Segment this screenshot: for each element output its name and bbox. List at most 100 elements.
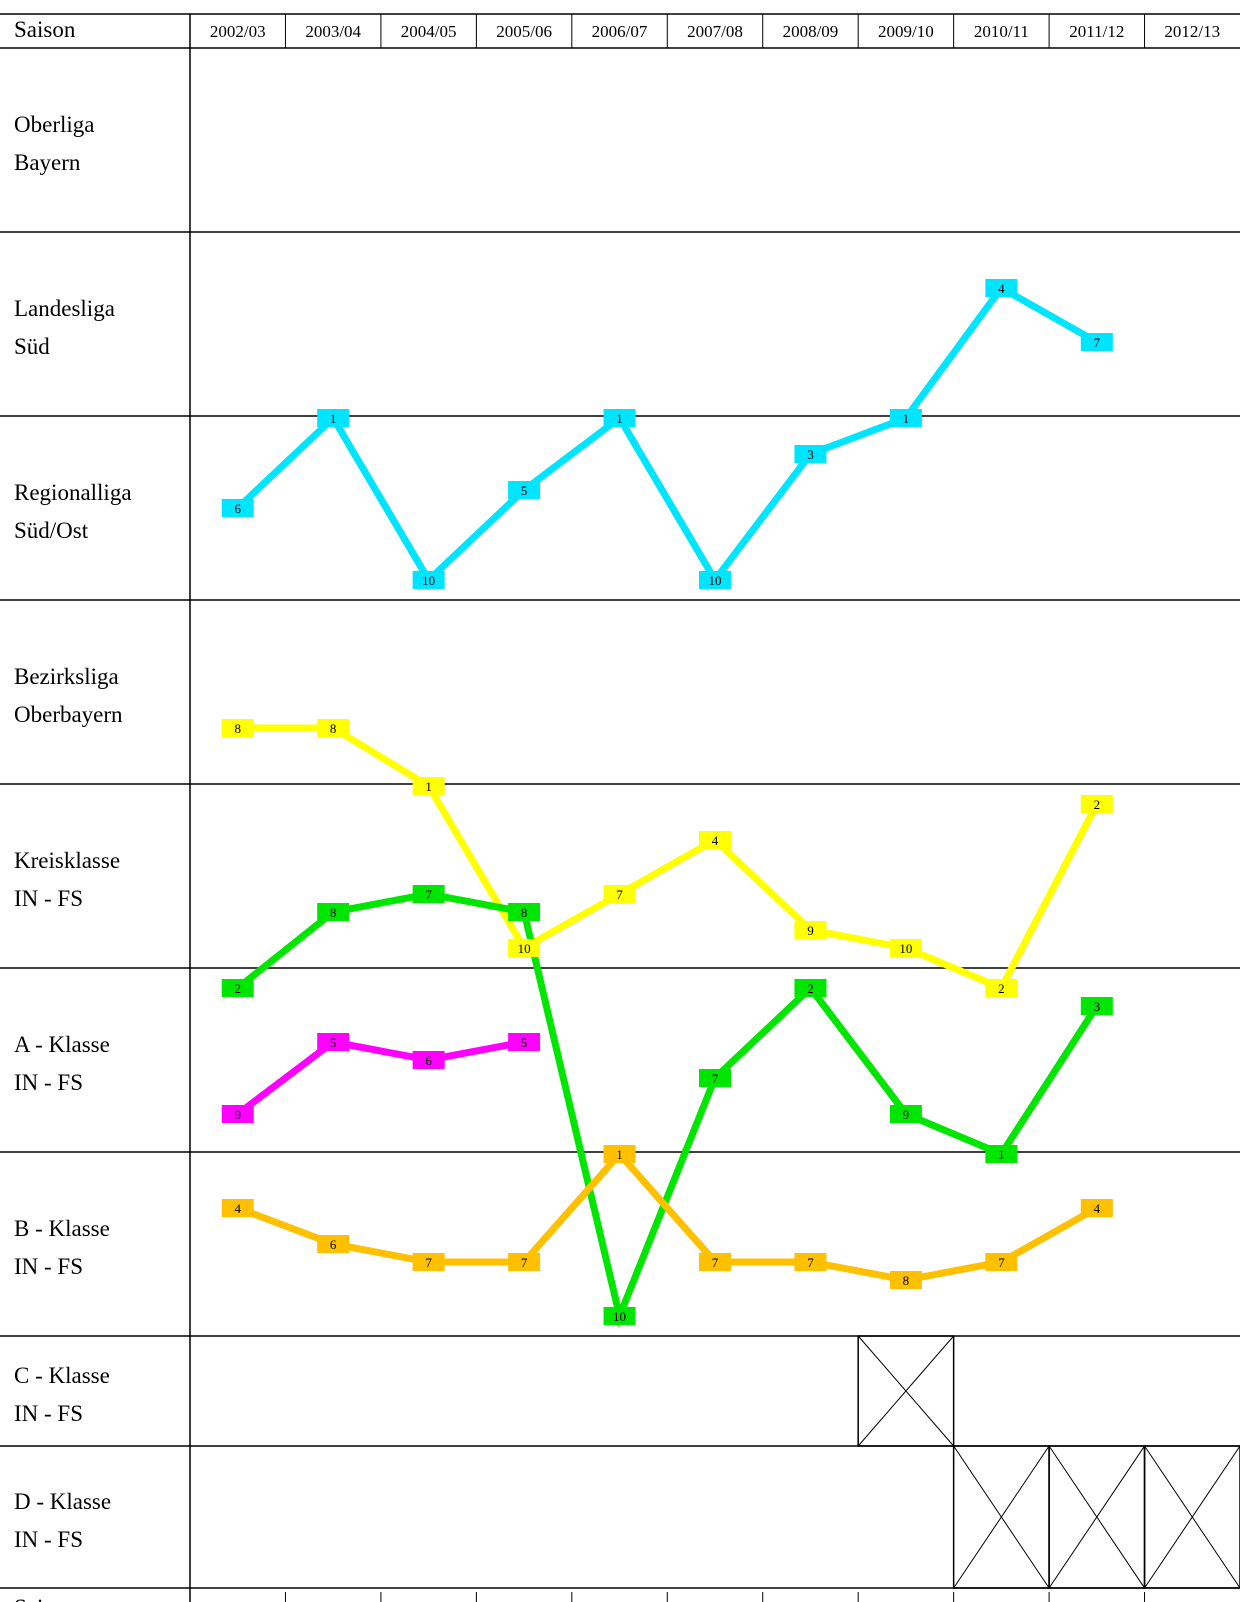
marker-label: 8 bbox=[330, 721, 337, 736]
header-season-label: 2010/11 bbox=[974, 22, 1029, 41]
marker-box bbox=[699, 831, 731, 849]
position-marker: 9 bbox=[221, 1105, 254, 1123]
marker-box bbox=[1080, 1199, 1113, 1217]
marker-label: 7 bbox=[521, 1255, 528, 1270]
marker-box bbox=[1080, 333, 1113, 351]
league-label-line1: C - Klasse bbox=[14, 1363, 110, 1388]
marker-label: 10 bbox=[518, 941, 531, 956]
marker-label: 10 bbox=[709, 573, 722, 588]
marker-box bbox=[508, 1033, 541, 1051]
league-label-line2: Süd/Ost bbox=[14, 518, 89, 543]
footer-saison-label: Saison bbox=[14, 1595, 76, 1602]
position-marker: 7 bbox=[508, 1253, 541, 1271]
marker-box bbox=[412, 885, 445, 903]
marker-label: 3 bbox=[1094, 999, 1101, 1014]
marker-box bbox=[508, 481, 541, 499]
league-label-line2: IN - FS bbox=[14, 1401, 83, 1426]
series-lines bbox=[235, 283, 1100, 1328]
position-marker: 2 bbox=[985, 979, 1018, 997]
header-season-label: 2012/13 bbox=[1164, 22, 1220, 41]
footer-season-label: 2005/06 bbox=[496, 1600, 552, 1602]
marker-box bbox=[221, 979, 254, 997]
grid bbox=[0, 13, 1240, 1602]
marker-label: 6 bbox=[234, 501, 241, 516]
league-label-line1: Regionalliga bbox=[14, 480, 132, 505]
not-held-markers bbox=[857, 1335, 1240, 1589]
marker-label: 2 bbox=[998, 981, 1005, 996]
marker-label: 1 bbox=[330, 411, 337, 426]
marker-label: 4 bbox=[1094, 1201, 1101, 1216]
not-held-diagonal bbox=[1144, 1445, 1240, 1589]
position-marker: 10 bbox=[508, 939, 541, 957]
marker-label: 1 bbox=[425, 779, 432, 794]
header-season-label: 2003/04 bbox=[305, 22, 361, 41]
header-saison-label: Saison bbox=[14, 17, 76, 42]
marker-label: 5 bbox=[521, 483, 528, 498]
marker-label: 8 bbox=[903, 1273, 910, 1288]
footer-season-label: 2009/10 bbox=[878, 1600, 934, 1602]
position-marker: 2 bbox=[794, 979, 827, 997]
marker-label: 9 bbox=[234, 1107, 241, 1122]
position-marker: 7 bbox=[794, 1253, 827, 1271]
position-marker: 7 bbox=[412, 885, 445, 903]
position-marker: 3 bbox=[1080, 997, 1113, 1015]
header-season-label: 2002/03 bbox=[210, 22, 266, 41]
marker-box bbox=[317, 719, 350, 737]
marker-box bbox=[508, 903, 541, 921]
marker-label: 8 bbox=[330, 905, 337, 920]
position-marker: 5 bbox=[508, 1033, 541, 1051]
marker-box bbox=[603, 409, 636, 427]
marker-label: 9 bbox=[903, 1107, 910, 1122]
marker-box bbox=[794, 1253, 827, 1271]
marker-label: 4 bbox=[998, 281, 1005, 296]
position-marker: 8 bbox=[317, 903, 350, 921]
footer-season-label: 2006/07 bbox=[592, 1600, 648, 1602]
marker-label: 10 bbox=[899, 941, 912, 956]
series-line bbox=[236, 1148, 1099, 1284]
marker-label: 6 bbox=[330, 1237, 337, 1252]
marker-box bbox=[985, 1145, 1018, 1163]
not-held-cell bbox=[1143, 1445, 1240, 1589]
position-marker: 4 bbox=[221, 1199, 254, 1217]
league-label-line2: Süd bbox=[14, 334, 50, 359]
marker-label: 8 bbox=[521, 905, 528, 920]
marker-box bbox=[221, 499, 254, 517]
position-marker: 4 bbox=[699, 831, 731, 849]
position-marker: 6 bbox=[221, 499, 254, 517]
position-marker: 1 bbox=[603, 409, 636, 427]
marker-box bbox=[1080, 997, 1113, 1015]
not-held-box bbox=[857, 1335, 955, 1447]
marker-label: 7 bbox=[616, 887, 623, 902]
marker-box bbox=[317, 1033, 350, 1051]
position-marker: 6 bbox=[412, 1051, 445, 1069]
league-label-line1: B - Klasse bbox=[14, 1216, 110, 1241]
marker-box bbox=[889, 939, 922, 957]
marker-label: 10 bbox=[422, 573, 435, 588]
position-marker: 2 bbox=[1080, 795, 1113, 813]
footer-season-label: 2012/13 bbox=[1164, 1600, 1220, 1602]
footer-season-label: 2004/05 bbox=[401, 1600, 457, 1602]
footer-season-label: 2011/12 bbox=[1069, 1600, 1124, 1602]
position-marker: 1 bbox=[412, 777, 445, 795]
marker-box bbox=[794, 445, 827, 463]
marker-box bbox=[317, 903, 350, 921]
position-marker: 4 bbox=[1080, 1199, 1113, 1217]
position-marker: 10 bbox=[889, 939, 922, 957]
season-header-top: Saison 2002/03 2003/04 2004/05 2005/06 2006/0… bbox=[14, 17, 1220, 42]
marker-box bbox=[985, 279, 1018, 297]
marker-label: 2 bbox=[807, 981, 814, 996]
marker-box bbox=[412, 571, 445, 589]
marker-label: 4 bbox=[234, 1201, 241, 1216]
position-marker: 9 bbox=[889, 1105, 922, 1123]
header-season-label: 2005/06 bbox=[496, 22, 552, 41]
not-held-diagonal bbox=[953, 1445, 1050, 1589]
league-label-line2: IN - FS bbox=[14, 1254, 83, 1279]
position-marker: 1 bbox=[603, 1145, 636, 1163]
marker-label: 1 bbox=[616, 1147, 623, 1162]
marker-box bbox=[603, 1307, 636, 1325]
position-marker: 7 bbox=[699, 1069, 731, 1087]
footer-season-label: 2008/09 bbox=[783, 1600, 839, 1602]
position-marker: 7 bbox=[699, 1253, 731, 1271]
